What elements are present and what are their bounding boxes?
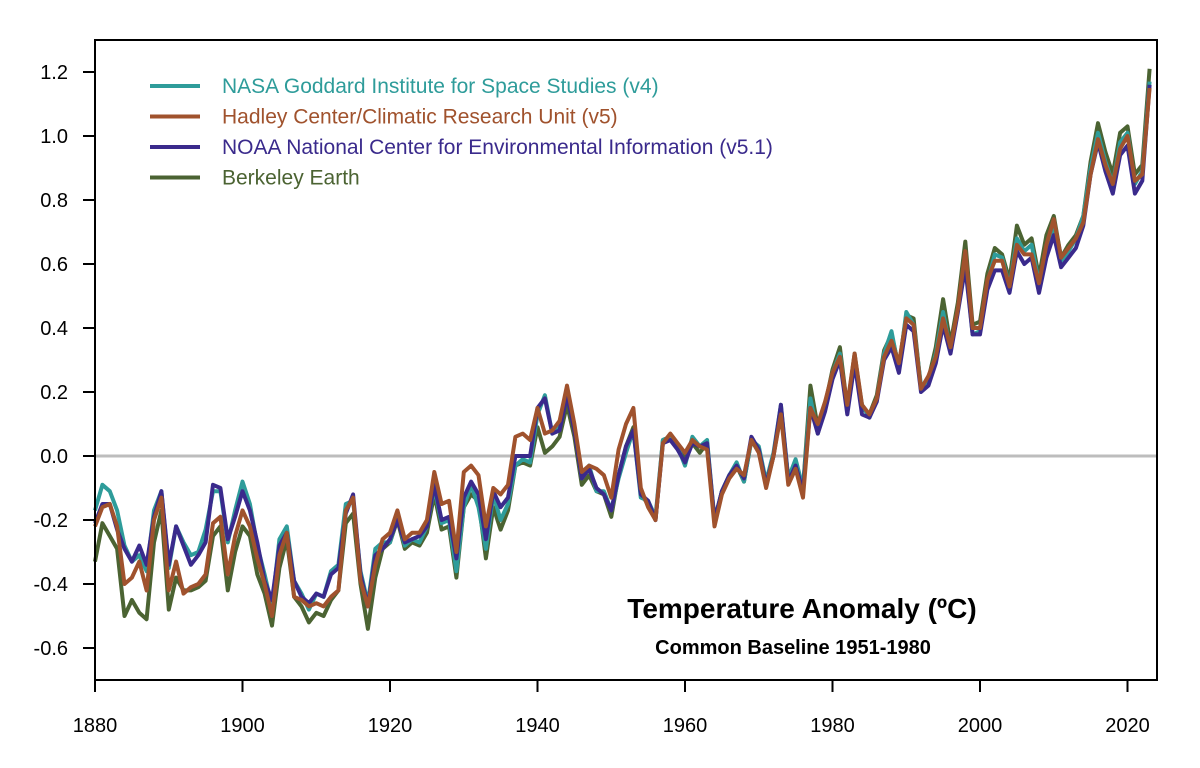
chart-title: Temperature Anomaly (ºC) [627, 593, 976, 624]
chart-subtitle: Common Baseline 1951-1980 [655, 637, 931, 659]
y-tick-label: -0.4 [34, 574, 68, 596]
y-tick-label: 1.2 [40, 62, 68, 84]
x-tick-label: 1880 [73, 715, 118, 737]
series-line-2 [93, 84, 1152, 609]
legend: NASA Goddard Institute for Space Studies… [150, 75, 773, 190]
series-line-1 [93, 87, 1152, 618]
y-axis: -0.6 -0.4 -0.2 0.0 0.2 0.4 0.6 0.8 1.0 1.2 [34, 62, 95, 660]
x-tick-label: 2020 [1105, 715, 1150, 737]
x-tick-label: 1980 [810, 715, 855, 737]
legend-label: Hadley Center/Climatic Research Unit (v5… [222, 106, 618, 129]
x-tick-label: 1960 [663, 715, 708, 737]
series-lines [93, 68, 1152, 631]
legend-label: NASA Goddard Institute for Space Studies… [222, 75, 659, 98]
x-axis: 1880 1900 1920 1940 1960 1980 2000 2020 [73, 680, 1150, 737]
y-tick-label: 0.4 [40, 318, 68, 340]
x-tick-label: 1940 [515, 715, 560, 737]
x-tick-label: 1900 [220, 715, 265, 737]
y-tick-label: 0.0 [40, 446, 68, 468]
legend-label: NOAA National Center for Environmental I… [222, 136, 773, 159]
legend-label: Berkeley Earth [222, 167, 360, 190]
y-tick-label: 0.8 [40, 190, 68, 212]
y-tick-label: 0.2 [40, 382, 68, 404]
y-tick-label: -0.2 [34, 510, 68, 532]
x-tick-label: 2000 [958, 715, 1003, 737]
x-tick-label: 1920 [368, 715, 413, 737]
y-tick-label: 1.0 [40, 126, 68, 148]
y-tick-label: 0.6 [40, 254, 68, 276]
plot-frame [94, 39, 1158, 681]
y-tick-label: -0.6 [34, 638, 68, 660]
